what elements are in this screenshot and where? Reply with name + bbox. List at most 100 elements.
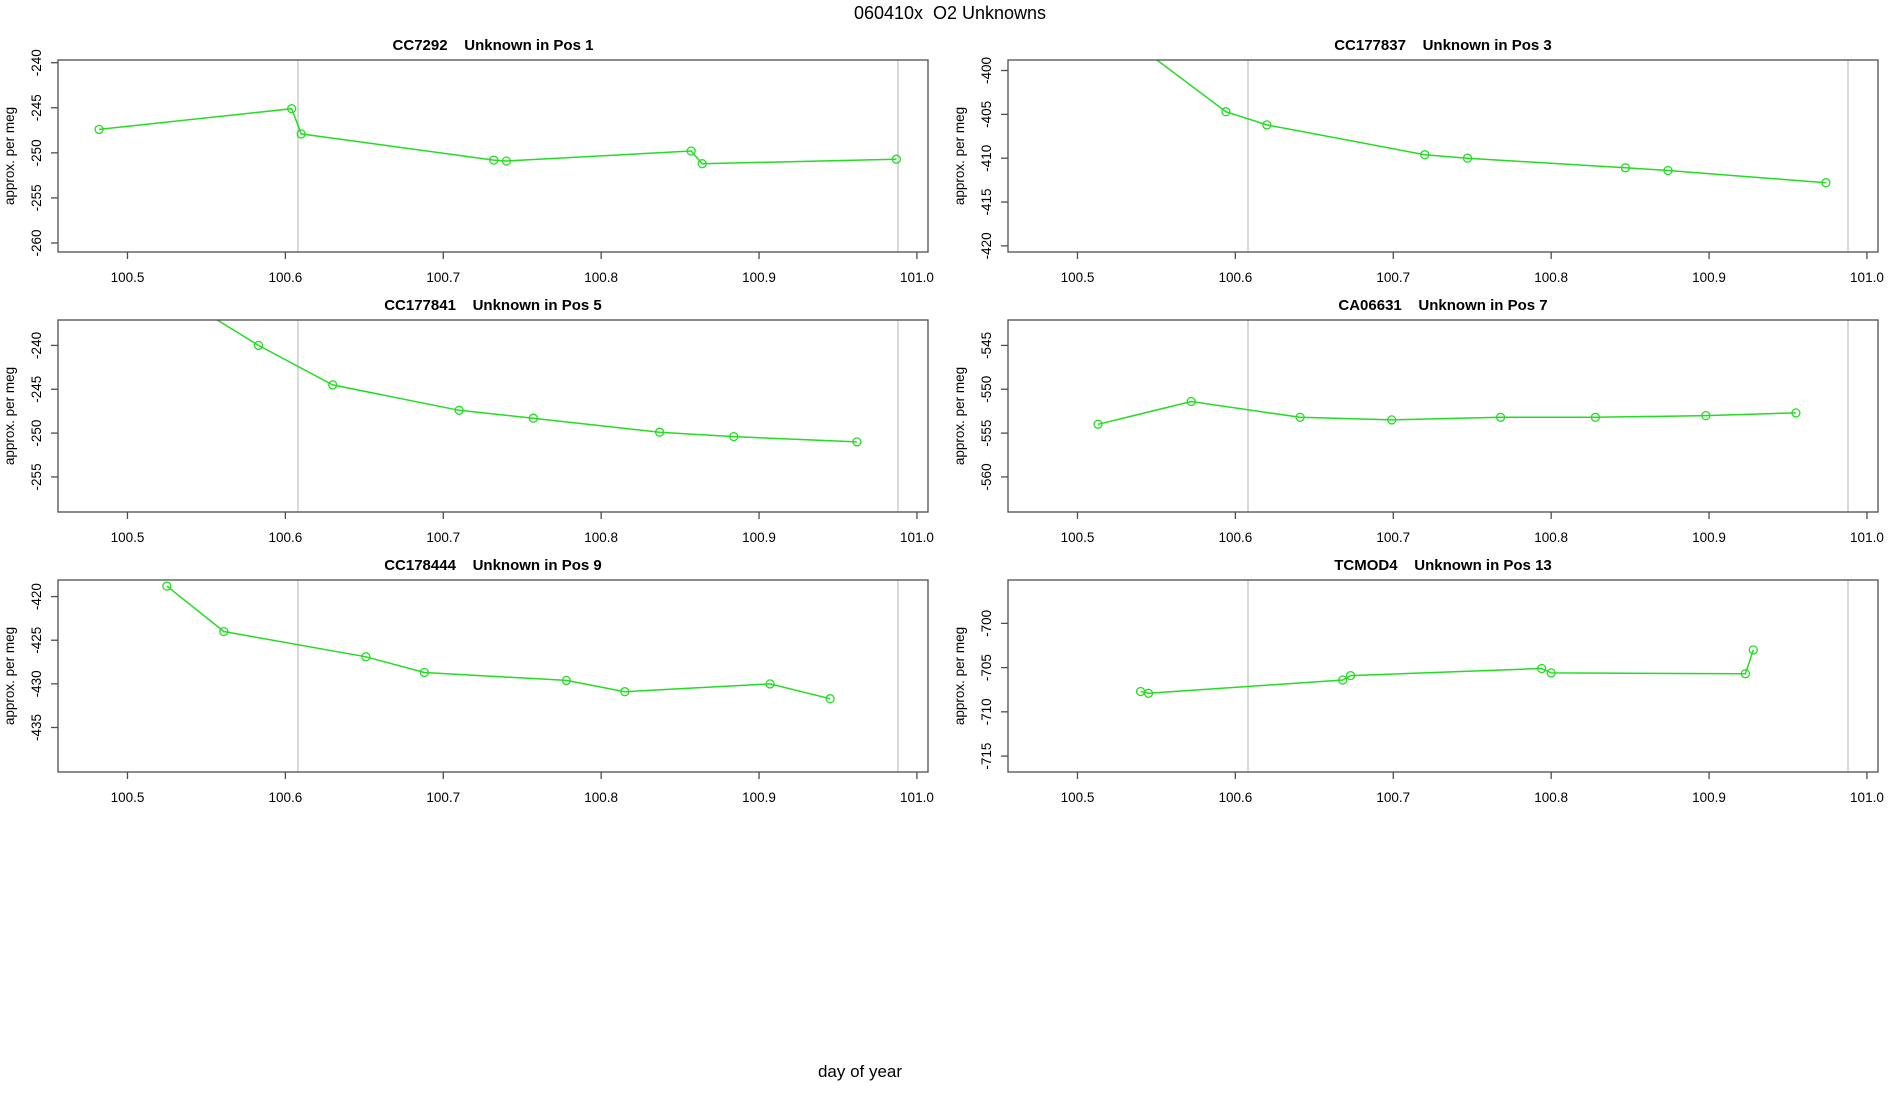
x-tick-label: 100.5 <box>111 270 145 285</box>
x-tick-label: 101.0 <box>1850 530 1884 545</box>
data-point <box>94 124 104 135</box>
series-line <box>1155 60 1826 184</box>
data-point <box>419 667 429 678</box>
panel-chart-TCMOD4: TCMOD4 Unknown in Pos 13 100.5 100.6 100.7 1… <box>952 557 1884 805</box>
y-tick-label: -255 <box>29 184 44 211</box>
data-point <box>825 694 835 704</box>
data-point <box>219 626 229 637</box>
y-axis-label: approx. per meg <box>952 107 967 205</box>
data-point <box>1387 415 1397 425</box>
data-point <box>729 431 739 442</box>
x-tick-label: 100.8 <box>1534 270 1568 285</box>
panel-chart-CC177841: CC177841 Unknown in Pos 5 100.5 100.6 100.7… <box>2 297 934 545</box>
data-point <box>1093 419 1103 429</box>
x-tick-label: 100.5 <box>1061 270 1095 285</box>
data-point <box>489 155 499 165</box>
y-tick-label: -400 <box>979 57 994 84</box>
x-tick-label: 100.7 <box>1376 790 1410 805</box>
x-tick-label: 100.9 <box>1692 790 1726 805</box>
y-tick-label: -250 <box>29 139 44 166</box>
data-point <box>686 146 696 156</box>
panel-CC7292: CC7292 Unknown in Pos 1 100.5 100.6 100.7 10… <box>0 30 950 290</box>
panel-chart-CC177837: CC177837 Unknown in Pos 3 100.5 100.6 100.7… <box>952 37 1884 285</box>
plot-area <box>1135 580 1849 772</box>
x-axis: 100.5 100.6 100.7 100.8 100.9 101.0 <box>111 512 934 545</box>
x-axis: 100.5 100.6 100.7 100.8 100.9 101.0 <box>1061 512 1884 545</box>
x-axis-label: day of year <box>817 1062 903 1081</box>
y-tick-label: -260 <box>29 229 44 256</box>
plot-frame <box>57 59 929 253</box>
data-point <box>1748 645 1758 655</box>
data-point <box>1186 396 1196 407</box>
y-axis: -700 -705 -710 -715 approx. per meg <box>952 610 1008 770</box>
y-tick-label: -420 <box>979 232 994 259</box>
data-point <box>253 340 264 351</box>
y-tick-label: -250 <box>29 420 44 447</box>
y-tick-label: -240 <box>29 332 44 359</box>
x-tick-label: 100.6 <box>268 530 302 545</box>
data-point <box>1537 663 1547 674</box>
data-point <box>765 679 775 689</box>
y-tick-label: -430 <box>29 670 44 697</box>
plot-frame <box>57 579 929 773</box>
data-point <box>162 581 172 591</box>
y-axis-label: approx. per meg <box>952 627 967 725</box>
plot-area <box>94 60 902 252</box>
x-tick-label: 100.7 <box>426 270 460 285</box>
y-tick-label: -700 <box>979 610 994 637</box>
data-point <box>454 405 464 415</box>
x-tick-label: 100.6 <box>1218 530 1252 545</box>
x-tick-label: 100.8 <box>584 790 618 805</box>
data-point <box>1821 178 1831 188</box>
panel-CA06631: CA06631 Unknown in Pos 7 100.5 100.6 100.7 1… <box>950 290 1900 550</box>
data-point <box>697 159 707 169</box>
x-tick-label: 100.5 <box>1061 530 1095 545</box>
panel-CC177841: CC177841 Unknown in Pos 5 100.5 100.6 100.7… <box>0 290 950 550</box>
series-markers <box>1221 107 1831 188</box>
series-markers <box>253 340 862 447</box>
y-tick-label: -545 <box>979 332 994 359</box>
panel-TCMOD4: TCMOD4 Unknown in Pos 13 100.5 100.6 100.7 1… <box>950 550 1900 810</box>
plot-area <box>215 320 899 512</box>
y-tick-label: -435 <box>29 714 44 741</box>
panel-title: CA06631 Unknown in Pos 7 <box>1338 297 1547 314</box>
x-tick-label: 100.7 <box>1376 530 1410 545</box>
y-axis-label: approx. per meg <box>2 627 17 725</box>
series-line <box>1097 400 1796 426</box>
data-point <box>1295 412 1305 422</box>
x-tick-label: 100.7 <box>426 790 460 805</box>
x-tick-label: 101.0 <box>900 790 934 805</box>
data-point <box>1345 670 1356 681</box>
x-tick-label: 101.0 <box>900 270 934 285</box>
panel-title: CC177837 Unknown in Pos 3 <box>1334 37 1552 54</box>
x-axis: 100.5 100.6 100.7 100.8 100.9 101.0 <box>1061 772 1884 805</box>
panel-title: CC178444 Unknown in Pos 9 <box>384 557 602 574</box>
x-axis: 100.5 100.6 100.7 100.8 100.9 101.0 <box>111 252 934 285</box>
y-tick-label: -560 <box>979 463 994 490</box>
x-tick-label: 100.9 <box>742 270 776 285</box>
data-point <box>1791 408 1801 418</box>
y-axis-label: approx. per meg <box>952 367 967 465</box>
y-tick-label: -710 <box>979 698 994 725</box>
x-tick-label: 100.9 <box>1692 270 1726 285</box>
panel-CC177837: CC177837 Unknown in Pos 3 100.5 100.6 100.7… <box>950 30 1900 290</box>
x-tick-label: 100.5 <box>1061 790 1095 805</box>
x-tick-label: 100.5 <box>111 790 145 805</box>
x-tick-label: 101.0 <box>900 530 934 545</box>
y-tick-label: -550 <box>979 376 994 403</box>
data-point <box>1590 412 1601 422</box>
x-tick-label: 100.8 <box>1534 530 1568 545</box>
y-axis: -420 -425 -430 -435 approx. per meg <box>2 583 58 741</box>
y-tick-label: -240 <box>29 49 44 76</box>
panel-title: CC7292 Unknown in Pos 1 <box>393 37 594 54</box>
data-point <box>1262 120 1272 130</box>
panel-title: TCMOD4 Unknown in Pos 13 <box>1334 557 1552 574</box>
x-tick-label: 100.8 <box>584 530 618 545</box>
data-point <box>1701 410 1711 421</box>
data-point <box>1338 675 1348 685</box>
y-axis-label: approx. per meg <box>2 367 17 465</box>
x-tick-label: 101.0 <box>1850 270 1884 285</box>
x-axis: 100.5 100.6 100.7 100.8 100.9 101.0 <box>1061 252 1884 285</box>
